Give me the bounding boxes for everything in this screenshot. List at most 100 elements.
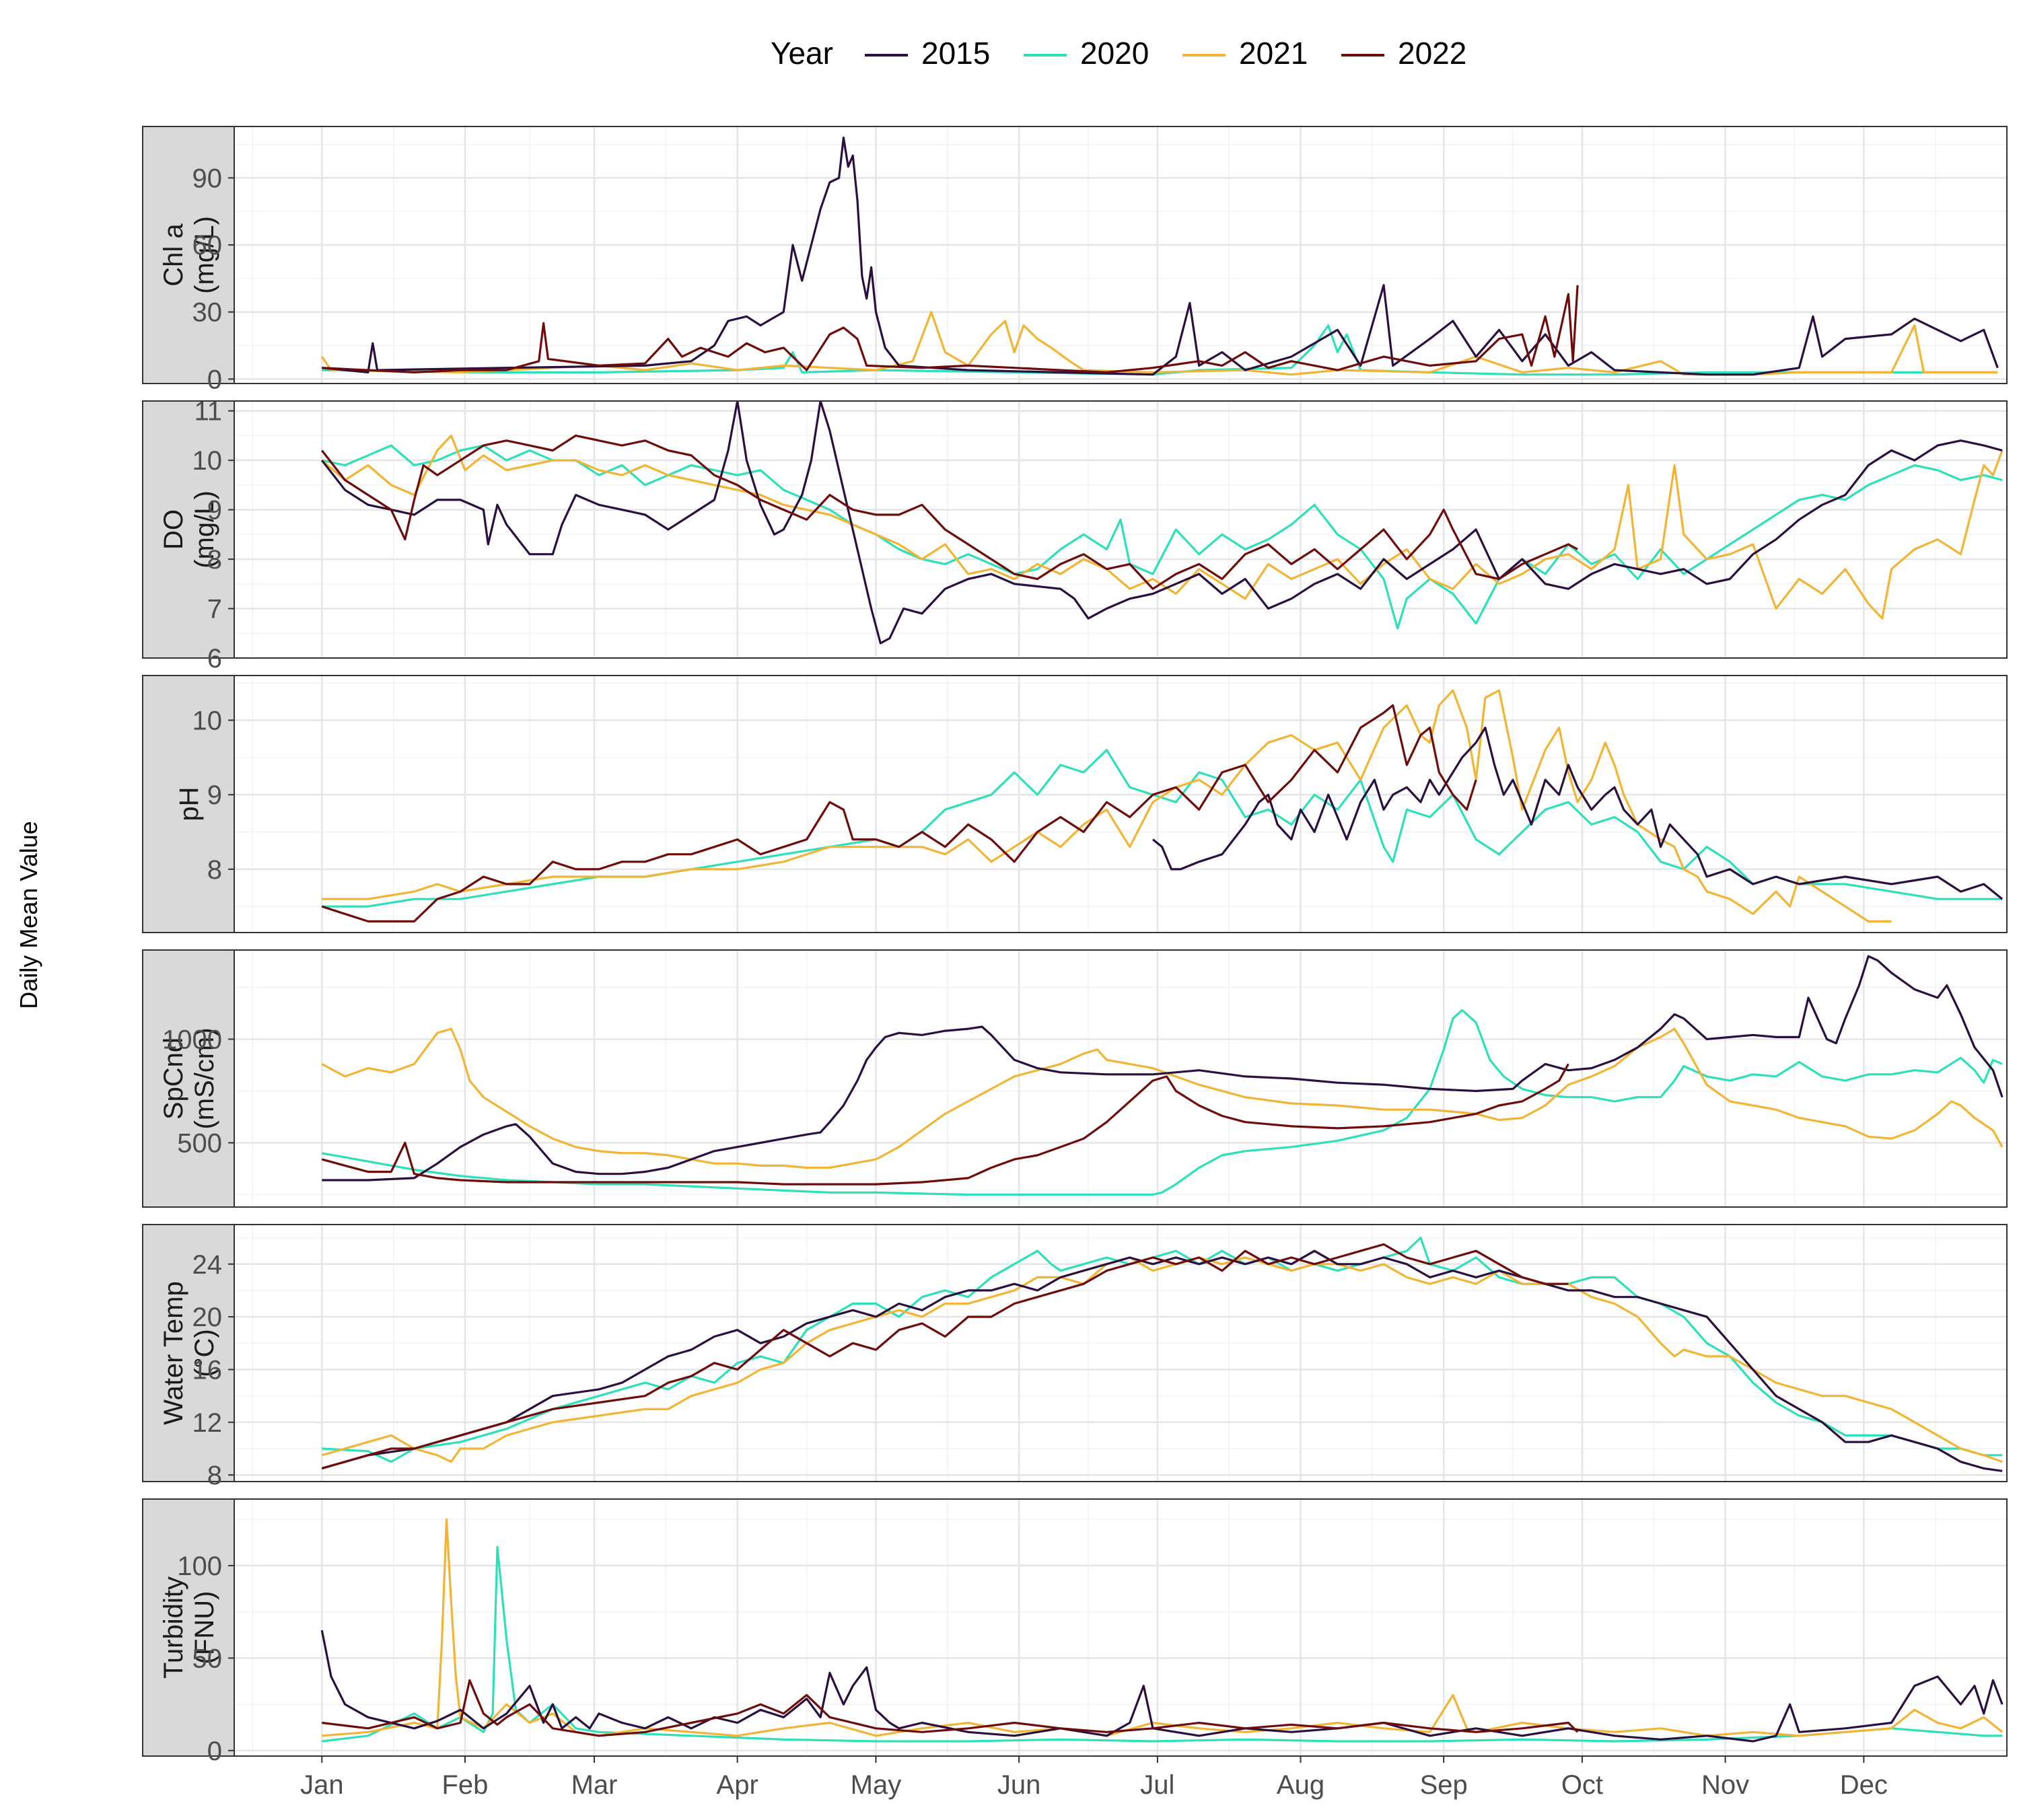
- series-line-2015: [322, 955, 2004, 1181]
- y-tick-label: 16: [192, 1355, 223, 1385]
- series-line-2022: [322, 285, 1579, 373]
- panel-border-0: [234, 126, 2008, 384]
- y-tick-label: 50: [192, 1644, 223, 1673]
- y-tick-label: 24: [192, 1250, 223, 1280]
- x-tick-label-Apr: Apr: [717, 1770, 758, 1800]
- x-tick-label-Nov: Nov: [1701, 1770, 1749, 1800]
- series-line-2020: [322, 1237, 2003, 1463]
- y-tick-label: 20: [192, 1303, 223, 1332]
- y-tick-label: 500: [177, 1129, 222, 1159]
- strip-label-5-1: (FNU): [190, 1591, 219, 1665]
- y-tick-label: 10: [192, 446, 223, 476]
- y-tick-label: 12: [192, 1408, 223, 1438]
- panel-4: Water Temp (°C) 8 12 16 20 24: [142, 1224, 2008, 1490]
- series-group-3: [321, 955, 2004, 1196]
- strip-label-4-1: (°C): [190, 1329, 219, 1377]
- legend-title: Year: [771, 36, 833, 71]
- x-tick-label-Mar: Mar: [571, 1770, 618, 1800]
- y-tick-label: 11: [194, 397, 222, 427]
- strip-4: [142, 1224, 235, 1482]
- strip-label-1-1: (mg/L): [190, 490, 219, 569]
- y-tick-label: 0: [207, 1737, 222, 1766]
- series-line-2022: [322, 1679, 1579, 1737]
- series-line-2021: [321, 434, 2004, 620]
- y-tick-label: 100: [177, 1552, 222, 1581]
- series-group-2: [321, 689, 2004, 922]
- y-tick-label: 1000: [162, 1025, 222, 1054]
- panel-border-1: [234, 400, 2008, 659]
- x-tick-label-Feb: Feb: [442, 1770, 489, 1800]
- series-line-2020: [322, 1009, 2003, 1196]
- strip-5: [142, 1498, 235, 1757]
- y-tick-label: 7: [207, 595, 222, 624]
- series-line-2022: [321, 1243, 1569, 1469]
- series-line-2020: [321, 444, 2003, 630]
- series-group-4: [321, 1237, 2003, 1472]
- series-line-2021: [320, 311, 1998, 376]
- x-tick-label-Jan: Jan: [300, 1770, 344, 1800]
- x-tick-label-Aug: Aug: [1277, 1770, 1324, 1800]
- strip-label-4-0: Water Temp: [159, 1281, 188, 1424]
- strip-label-0-1: (mg/L): [190, 216, 219, 294]
- strip-2: [142, 675, 235, 933]
- y-tick-label: 9: [207, 780, 222, 810]
- y-tick-label: 8: [207, 1461, 222, 1490]
- panel-2: pH 8 9 10: [142, 675, 2008, 933]
- series-group-0: [320, 137, 1999, 376]
- legend-label-2020: 2020: [1080, 36, 1149, 71]
- x-tick-label-Oct: Oct: [1561, 1770, 1603, 1800]
- y-tick-label: 90: [192, 163, 223, 193]
- legend-label-2021: 2021: [1239, 36, 1308, 71]
- y-tick-label: 10: [192, 706, 223, 735]
- y-axis-label: Daily Mean Value: [15, 821, 42, 1009]
- x-tick-label-Jul: Jul: [1140, 1770, 1174, 1800]
- panel-5: Turbidity (FNU) 0 50 100: [142, 1498, 2008, 1766]
- panel-border-3: [234, 949, 2008, 1208]
- x-tick-label-May: May: [851, 1770, 902, 1800]
- y-tick-label: 60: [192, 231, 223, 260]
- series-line-2020: [322, 749, 2003, 908]
- strip-label-2-0: pH: [174, 787, 204, 821]
- legend: Year 2015 2020 2021 2022: [771, 36, 1466, 71]
- legend-label-2015: 2015: [921, 36, 990, 71]
- y-tick-label: 30: [192, 298, 223, 328]
- plot-bg-1: [234, 401, 2007, 658]
- series-line-2022: [321, 434, 1578, 590]
- x-axis: Jan Feb Mar Apr May Jun Jul Aug Sep Oct Nov Dec: [300, 1756, 1888, 1800]
- strip-0: [142, 126, 235, 384]
- series-line-2020: [322, 1545, 2003, 1743]
- panel-border-4: [234, 1224, 2008, 1482]
- y-tick-label: 0: [207, 365, 222, 394]
- strip-label-5-0: Turbidity: [159, 1576, 188, 1679]
- strip-label-3-1: (mS/cm): [190, 1027, 219, 1129]
- series-line-2021: [321, 1027, 2004, 1169]
- x-tick-label-Dec: Dec: [1840, 1770, 1888, 1800]
- series-group-5: [320, 1518, 2004, 1743]
- strip-label-0-0: Chl a: [159, 223, 188, 287]
- x-tick-label-Jun: Jun: [997, 1770, 1041, 1800]
- y-tick-label: 9: [207, 496, 222, 525]
- panel-1: DO (mg/L) 6 7 8 9 10 11: [142, 397, 2008, 674]
- panel-border-5: [234, 1498, 2008, 1757]
- strip-label-1-0: DO: [159, 509, 188, 550]
- panel-border-2: [234, 675, 2008, 933]
- panel-3: SpCnd (mS/cm)500 1000: [142, 949, 2008, 1208]
- panel-0: Chl a (mg/L) 0 30 60 90: [142, 126, 2008, 394]
- y-tick-label: 8: [207, 545, 222, 575]
- series-line-2022: [321, 704, 1477, 922]
- strip-1: [142, 400, 235, 659]
- strip-label-3-0: SpCnd: [159, 1038, 188, 1120]
- series-line-2022: [321, 1063, 1569, 1186]
- legend-label-2022: 2022: [1398, 36, 1466, 71]
- strip-3: [142, 949, 235, 1208]
- series-group-1: [321, 401, 2004, 645]
- plot-bg-0: [234, 126, 2007, 384]
- plot-bg-2: [234, 676, 2007, 933]
- plot-bg-4: [234, 1225, 2007, 1482]
- series-line-2015: [320, 1630, 2004, 1743]
- series-line-2021: [322, 689, 1892, 922]
- y-tick-label: 8: [207, 855, 222, 885]
- x-tick-label-Sep: Sep: [1420, 1770, 1468, 1800]
